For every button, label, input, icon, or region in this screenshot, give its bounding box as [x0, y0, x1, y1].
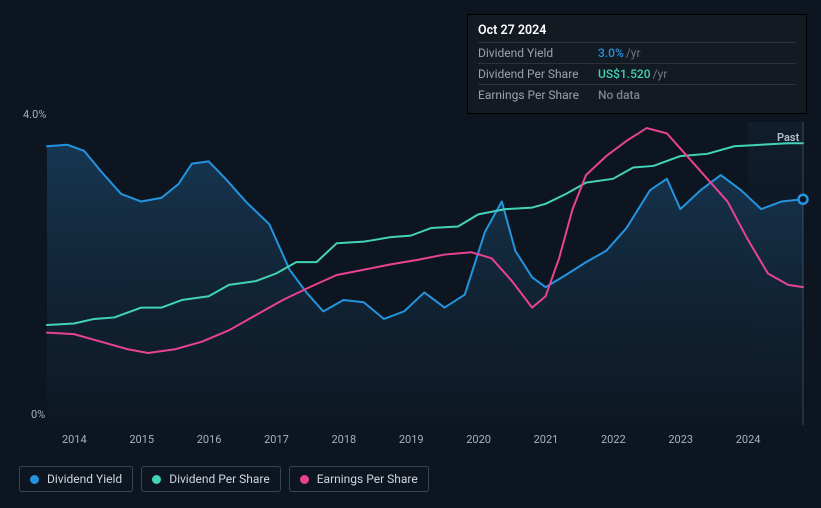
dividend-chart: Oct 27 2024 Dividend Yield 3.0%/yr Divid…	[0, 0, 821, 508]
tooltip-row-unit: /yr	[626, 46, 641, 60]
tooltip-row-label: Dividend Yield	[478, 46, 598, 60]
tooltip-row-value: 3.0%	[598, 46, 624, 60]
tooltip-row-value: No data	[598, 88, 640, 102]
tooltip-row-unit: /yr	[653, 67, 668, 81]
tooltip-date: Oct 27 2024	[478, 21, 796, 43]
chart-tooltip: Oct 27 2024 Dividend Yield 3.0%/yr Divid…	[467, 14, 807, 114]
tooltip-row: Dividend Yield 3.0%/yr	[478, 43, 796, 64]
tooltip-row: Earnings Per Share No data	[478, 85, 796, 105]
tooltip-row: Dividend Per Share US$1.520/yr	[478, 64, 796, 85]
tooltip-row-label: Dividend Per Share	[478, 67, 598, 81]
past-label: Past	[777, 131, 799, 144]
tooltip-row-value: US$1.520	[598, 67, 651, 81]
tooltip-row-label: Earnings Per Share	[478, 88, 598, 102]
